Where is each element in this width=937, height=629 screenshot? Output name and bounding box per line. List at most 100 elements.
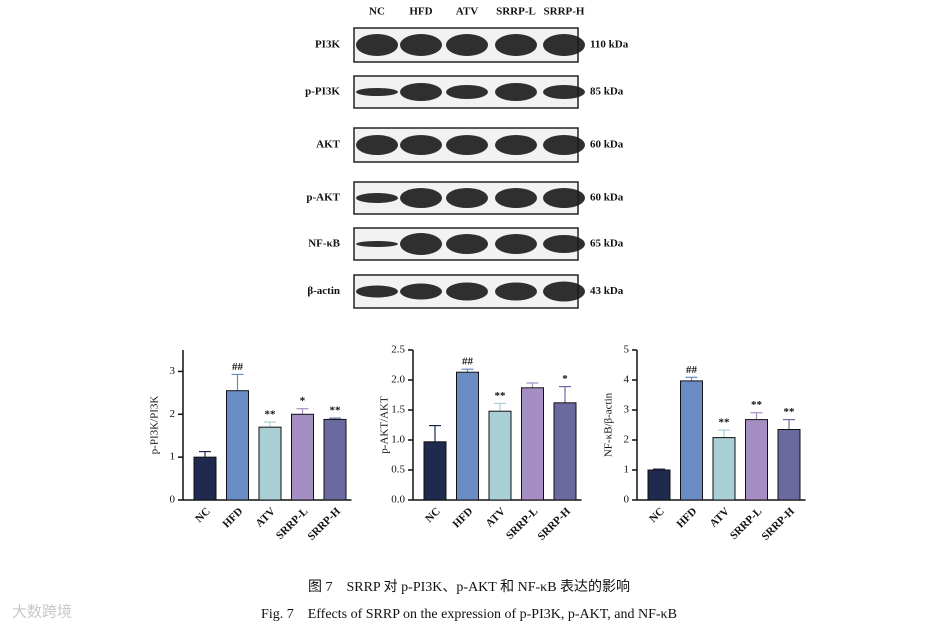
blot-band [495,135,537,155]
blot-band [495,34,537,56]
row-label: p-AKT [306,192,340,204]
x-tick-label: HFD [674,505,699,530]
x-tick-label: ATV [254,505,278,529]
blot-band [356,241,398,247]
bar [258,426,282,501]
y-tick-label: 3 [624,404,630,416]
blot-band [543,85,585,99]
lane-label: SRRP-H [544,6,585,18]
y-tick-label: 2.5 [391,344,405,356]
significance: ## [462,356,474,368]
y-tick-label: 2 [170,408,176,420]
row-label: NF-κB [308,238,340,250]
blot-band [446,282,488,301]
row-label: p-PI3K [305,86,340,98]
bar [745,419,768,501]
blot-band [400,188,442,208]
y-axis-label: p-PI3K/PI3K [149,396,161,455]
blot-band [543,34,585,56]
significance: ** [784,406,796,418]
row-label: PI3K [315,39,341,51]
x-tick-label: ATV [484,505,508,529]
significance: ** [330,405,342,417]
blot-band [495,188,537,208]
x-tick-label: SRRP-L [504,505,541,542]
caption-en: Fig. 7 Effects of SRRP on the expression… [261,607,677,622]
significance: ** [495,390,507,402]
y-tick-label: 0 [624,494,630,506]
x-tick-label: SRRP-L [274,505,311,542]
blot-band [356,285,398,298]
y-tick-label: 1 [624,464,630,476]
y-tick-label: 0.0 [391,494,405,506]
bar [291,413,314,501]
x-tick-label: HFD [450,505,475,530]
blot-band [495,234,537,254]
significance: ** [719,417,731,429]
y-tick-label: 2.0 [391,374,405,386]
y-tick-label: 1.0 [391,434,405,446]
bar [553,402,577,501]
blot-band [400,83,442,101]
bar [456,371,479,501]
bar [488,410,512,501]
y-tick-label: 2 [624,434,630,446]
significance: ## [232,361,244,373]
row-size: 65 kDa [590,238,624,250]
lane-label: NC [369,6,385,18]
x-tick-label: HFD [220,505,245,530]
significance: ** [751,399,763,411]
blot-band [400,135,442,155]
blot-band [400,233,442,255]
lane-label: SRRP-L [496,6,536,18]
blot-band [446,188,488,208]
x-tick-label: SRRP-L [728,505,765,542]
y-tick-label: 3 [170,365,176,377]
blot-band [495,83,537,101]
blot-band [543,235,585,253]
row-size: 85 kDa [590,86,624,98]
x-tick-label: NC [647,505,667,525]
bar [193,456,217,501]
blot-band [400,34,442,56]
y-tick-label: 1 [170,451,176,463]
row-size: 43 kDa [590,285,624,297]
y-axis-label: NF-κB/β-actin [603,392,615,457]
row-label: β-actin [307,285,340,297]
blot-band [356,135,398,155]
y-tick-label: 5 [624,344,630,356]
watermark: 大数跨境 [12,603,72,621]
x-tick-label: ATV [708,505,732,529]
x-tick-label: SRRP-H [759,505,797,543]
blot-band [543,281,585,302]
bar [777,429,801,501]
blot-band [400,283,442,300]
bar [423,441,447,501]
y-tick-label: 4 [624,374,630,386]
y-axis-label: p-AKT/AKT [379,396,391,454]
x-tick-label: NC [423,505,443,525]
bar [323,418,347,501]
blot-band [446,34,488,56]
bar [521,387,544,501]
blot-band [543,188,585,208]
y-tick-label: 0 [170,494,176,506]
lane-label: ATV [456,6,478,18]
blot-band [356,88,398,96]
x-tick-label: NC [193,505,213,525]
caption-zh: 图 7 SRRP 对 p-PI3K、p-AKT 和 NF-κB 表达的影响 [308,579,630,595]
blot-band [356,193,398,203]
row-size: 110 kDa [590,39,629,51]
y-tick-label: 1.5 [391,404,405,416]
x-tick-label: SRRP-H [535,505,573,543]
bar [647,469,671,501]
blot-band [543,135,585,155]
x-tick-label: SRRP-H [305,505,343,543]
y-tick-label: 0.5 [391,464,405,476]
blot-band [495,282,537,301]
bar [712,437,736,501]
bar [226,390,249,501]
blot-band [356,34,398,56]
